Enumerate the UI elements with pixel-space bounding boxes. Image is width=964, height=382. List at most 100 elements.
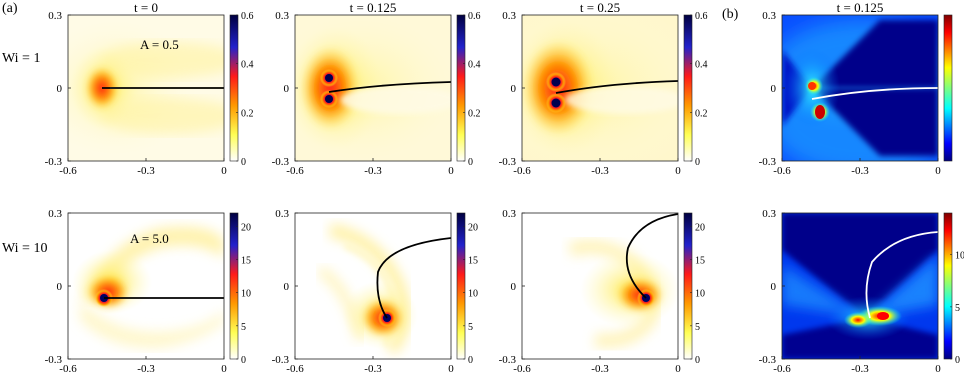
y-tick-label: -0.3 [759, 354, 777, 366]
filament-r1c3 [555, 80, 679, 94]
heatmap-panel-r2c2 [295, 213, 451, 359]
x-tick-label: -0.6 [773, 363, 791, 375]
y-tick-label: -0.3 [499, 354, 517, 366]
colorbar-tick-label: 5 [955, 303, 960, 314]
y-tick-label: 0 [511, 83, 517, 95]
colorbar-tick-label: 0.2 [695, 108, 708, 119]
title-t0: t = 0 [134, 0, 158, 15]
y-tick-label: 0.3 [502, 10, 516, 22]
y-tick-label: -0.3 [499, 156, 517, 168]
colorbar-tick-label: 0.6 [695, 11, 708, 22]
row-label-wi1: Wi = 1 [2, 51, 40, 66]
colorbar-tick-label: 20 [241, 222, 251, 233]
amplitude-label-a05: A = 0.5 [140, 37, 179, 52]
colorbar-tick-label: 0.2 [241, 108, 254, 119]
y-tick-label: 0.3 [762, 10, 776, 22]
x-tick-label: 0 [675, 165, 681, 177]
y-tick-label: -0.3 [45, 156, 63, 168]
heatmap-panel-r2c3 [522, 213, 678, 359]
colorbar-tick-label: 0.4 [241, 60, 254, 71]
y-tick-label: 0 [771, 281, 777, 293]
x-tick-label: 0 [221, 363, 227, 375]
x-tick-label: -0.3 [851, 165, 869, 177]
x-tick-label: -0.3 [364, 165, 382, 177]
y-tick-label: 0.3 [762, 208, 776, 220]
filament-r2c4 [865, 231, 939, 319]
heatmap-panel-r1c2 [295, 15, 451, 161]
colorbar [683, 212, 693, 360]
x-tick-label: 0 [448, 165, 454, 177]
colorbar [943, 212, 953, 360]
filament-r1c4 [811, 87, 939, 100]
y-tick-label: -0.3 [45, 354, 63, 366]
colorbar-tick-label: 10 [241, 289, 251, 300]
y-tick-label: 0.3 [48, 10, 62, 22]
colorbar-tick-label: 0 [241, 157, 246, 168]
filament-r2c3 [625, 213, 679, 299]
y-tick-label: 0 [284, 281, 290, 293]
colorbar [229, 14, 239, 162]
x-tick-label: -0.6 [286, 363, 304, 375]
colorbar-tick-label: 0.4 [695, 60, 708, 71]
axes-layer: -0.6 -0.3 00.30-0.30.60.40.20-0.6 -0.3 00.30… [45, 10, 964, 375]
colorbar-tick-label: 5 [241, 322, 246, 333]
x-tick-label: 0 [221, 165, 227, 177]
y-tick-label: 0 [771, 83, 777, 95]
y-tick-label: -0.3 [272, 354, 290, 366]
colorbar-tick-label: 10 [695, 289, 705, 300]
colorbar-tick-label: 20 [695, 222, 705, 233]
x-tick-label: -0.3 [591, 165, 609, 177]
colorbar-tick-label: 0.6 [468, 11, 481, 22]
filament-r1c2 [328, 81, 452, 93]
x-tick-label: -0.6 [59, 363, 77, 375]
colorbar-tick-label: 5 [468, 322, 473, 333]
title-t0125: t = 0.125 [350, 0, 397, 15]
amplitude-label-a50: A = 5.0 [130, 231, 169, 246]
y-tick-label: 0 [284, 83, 290, 95]
x-tick-label: -0.6 [286, 165, 304, 177]
title-b-t0125: t = 0.125 [837, 0, 884, 15]
x-tick-label: -0.3 [591, 363, 609, 375]
colorbar-tick-label: 15 [468, 255, 478, 266]
colorbar-tick-label: 15 [695, 255, 705, 266]
colorbar-tick-label: 0 [468, 157, 473, 168]
x-tick-label: -0.3 [137, 363, 155, 375]
y-tick-label: 0.3 [275, 208, 289, 220]
x-tick-label: -0.3 [137, 165, 155, 177]
colorbar-tick-label: 0 [955, 355, 960, 366]
colorbar-tick-label: 15 [241, 255, 251, 266]
colorbar-tick-label: 0.6 [241, 11, 254, 22]
x-tick-label: 0 [448, 363, 454, 375]
colorbar-tick-label: 0 [241, 355, 246, 366]
colorbar-tick-label: 5 [695, 322, 700, 333]
x-tick-label: 0 [935, 363, 941, 375]
colorbar-tick-label: 10 [955, 251, 964, 262]
title-t025: t = 0.25 [580, 0, 620, 15]
colorbar-tick-label: 0.4 [468, 60, 481, 71]
x-tick-label: -0.6 [59, 165, 77, 177]
x-tick-label: -0.6 [513, 363, 531, 375]
colorbar [456, 212, 466, 360]
x-tick-label: 0 [675, 363, 681, 375]
colorbar-tick-label: 0 [695, 157, 700, 168]
colorbar-tick-label: 0 [468, 355, 473, 366]
y-tick-label: 0 [57, 83, 63, 95]
x-tick-label: 0 [935, 165, 941, 177]
x-tick-label: -0.3 [364, 363, 382, 375]
x-tick-label: -0.3 [851, 363, 869, 375]
y-tick-label: 0.3 [275, 10, 289, 22]
colorbar [943, 14, 953, 162]
row-label-wi10: Wi = 10 [2, 241, 47, 256]
y-tick-label: 0 [57, 281, 63, 293]
y-tick-label: -0.3 [759, 156, 777, 168]
colorbar [229, 212, 239, 360]
x-tick-label: -0.6 [773, 165, 791, 177]
heatmap-panel-r1c3 [522, 15, 678, 161]
colorbar-tick-label: 0.2 [468, 108, 481, 119]
y-tick-label: -0.3 [272, 156, 290, 168]
y-tick-label: 0.3 [502, 208, 516, 220]
y-tick-label: 0.3 [48, 208, 62, 220]
panel-a-label: (a) [2, 1, 18, 16]
filament-r2c2 [376, 237, 452, 319]
